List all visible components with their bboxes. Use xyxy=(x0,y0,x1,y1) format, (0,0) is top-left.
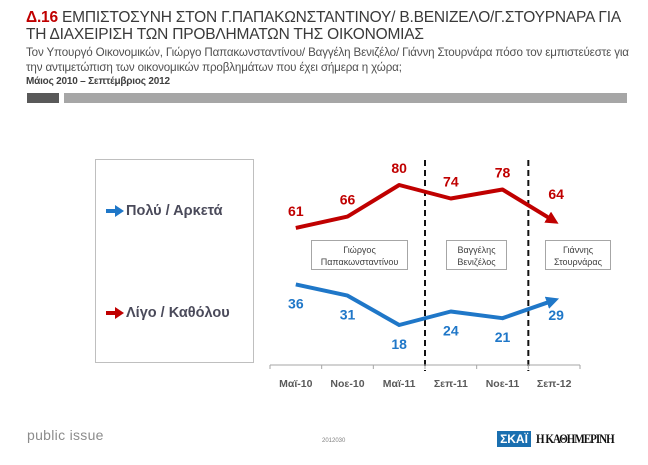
public-issue-logo: public issue xyxy=(27,427,104,443)
data-label: 18 xyxy=(391,336,407,352)
x-tick-label: Σεπ-12 xyxy=(537,378,572,390)
data-label: 78 xyxy=(495,165,511,181)
red-arrow-icon xyxy=(106,307,124,319)
x-tick-label: Σεπ-11 xyxy=(434,378,468,390)
x-tick-label: Μαϊ-10 xyxy=(279,378,312,390)
data-label: 36 xyxy=(288,295,304,311)
data-label: 61 xyxy=(288,203,304,219)
report-code: 2012030 xyxy=(322,438,346,444)
minister-label: Βαγγέλης Βενιζέλος xyxy=(446,240,507,270)
legend-item-little: Λίγο / Καθόλου xyxy=(106,305,230,321)
page-title: Δ.16 ΕΜΠΙΣΤΟΣΥΝΗ ΣΤΟΝ Γ.ΠΑΠΑΚΩΝΣΤΑΝΤΙΝΟΥ… xyxy=(26,9,636,43)
data-label: 74 xyxy=(443,174,459,190)
minister-label: Γιώργος Παπακωνσταντίνου xyxy=(311,240,408,270)
data-label: 66 xyxy=(340,192,356,208)
minister-name-line: Παπακωνσταντίνου xyxy=(320,257,399,267)
header-divider-light xyxy=(64,93,627,103)
header-divider-dark xyxy=(27,93,59,103)
x-tick-label: Νοε-10 xyxy=(330,378,364,390)
minister-name-line: Στουρνάρας xyxy=(554,257,602,267)
survey-period: Μάιος 2010 – Σεπτέμβριος 2012 xyxy=(26,76,170,87)
minister-label: Γιάννης Στουρνάρας xyxy=(545,240,611,270)
skai-logo: ΣΚΑΪ xyxy=(497,431,531,447)
series-line-little xyxy=(295,183,559,230)
title-text: ΕΜΠΙΣΤΟΣΥΝΗ ΣΤΟΝ Γ.ΠΑΠΑΚΩΝΣΤΑΝΤΙΝΟΥ/ Β.Β… xyxy=(26,9,621,43)
minister-name-line: Βενιζέλος xyxy=(457,257,496,267)
series-line-much xyxy=(295,282,560,327)
minister-name-line: Γιώργος xyxy=(343,245,376,255)
legend-item-much: Πολύ / Αρκετά xyxy=(106,203,223,219)
legend-label: Λίγο / Καθόλου xyxy=(126,305,230,321)
data-label: 29 xyxy=(548,307,564,323)
minister-name-line: Βαγγέλης xyxy=(457,245,496,255)
question-text: Τον Υπουργό Οικονομικών, Γιώργο Παπακωνσ… xyxy=(26,46,629,74)
data-label: 24 xyxy=(443,322,459,338)
x-tick-label: Μαϊ-11 xyxy=(383,378,416,390)
data-label: 31 xyxy=(340,307,356,323)
question-code: Δ.16 xyxy=(26,9,58,26)
blue-arrow-icon xyxy=(106,205,124,217)
legend: Πολύ / Αρκετά Λίγο / Καθόλου xyxy=(95,159,254,363)
minister-name-line: Γιάννης xyxy=(562,245,594,255)
data-label: 64 xyxy=(548,186,564,202)
data-label: 80 xyxy=(391,160,407,176)
x-tick-label: Νοε-11 xyxy=(486,378,520,390)
data-label: 21 xyxy=(495,329,511,345)
kathimerini-logo: Η ΚΑΘΗΜΕΡΙΝΗ xyxy=(536,431,615,446)
legend-label: Πολύ / Αρκετά xyxy=(126,203,223,219)
